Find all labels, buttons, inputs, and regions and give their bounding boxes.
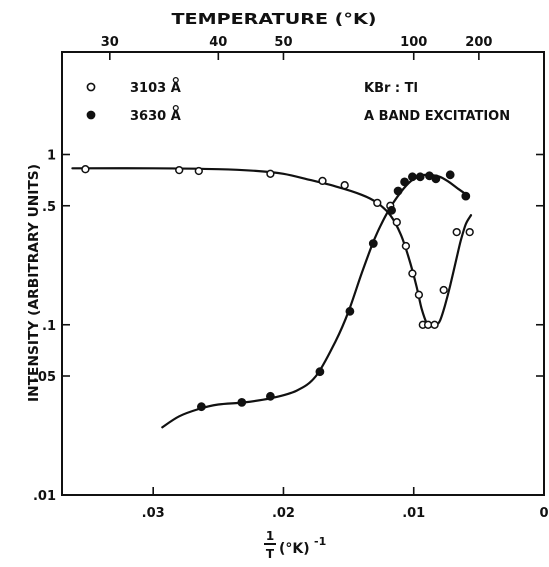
plot-frame [61, 51, 545, 496]
y-tick-label: .5 [42, 200, 56, 215]
data-point-filled [237, 398, 247, 407]
x-tick-label-bottom: .03 [142, 506, 165, 521]
annotation-kbr-tl: KBr : Tl [364, 81, 418, 96]
data-point-filled [445, 170, 455, 180]
data-point-filled [393, 186, 403, 196]
data-point-filled [408, 172, 417, 182]
x-tick-label-bottom: .02 [272, 506, 295, 521]
series-curve-1 [71, 167, 473, 328]
x-tick-label-top: 50 [274, 35, 292, 50]
data-point-filled [266, 391, 275, 401]
data-point-open [401, 241, 411, 251]
data-point-open [439, 285, 448, 295]
data-point-filled [461, 191, 471, 201]
data-point-open [392, 218, 401, 227]
x-tick-label-top: 40 [209, 35, 227, 50]
data-point-filled [315, 367, 325, 377]
data-point-open [318, 176, 327, 186]
x-tick-label-top: 30 [101, 35, 119, 50]
data-point-filled [415, 172, 425, 182]
data-point-open [414, 290, 424, 299]
y-tick-label: .1 [42, 319, 56, 334]
data-point-open [465, 227, 474, 237]
data-point-filled [368, 239, 378, 248]
angstrom-ring [172, 104, 179, 112]
curves-layer [71, 167, 473, 429]
y-axis-title: INTENSITY (ARBITRARY UNITS) [27, 164, 42, 402]
legend: 3103 A 3630 A [86, 76, 181, 124]
y-tick-label: 1 [47, 149, 56, 164]
legend-marker-open-circle [86, 82, 96, 92]
data-point-filled [196, 402, 206, 412]
data-point-open [81, 165, 90, 174]
data-point-open [340, 181, 349, 190]
x-axis-title-bottom: 1 T (°K) -1 [264, 529, 326, 561]
data-point-filled [345, 306, 355, 316]
data-point-open [408, 269, 417, 278]
data-point-open [373, 198, 382, 208]
data-point-open [266, 169, 275, 178]
x-axis-title-unit: (°K) [279, 541, 310, 557]
series-curve-2 [161, 173, 470, 429]
legend-label-3103: 3103 A [130, 81, 181, 96]
data-point-open [194, 166, 203, 176]
x-axis-title-exponent: -1 [314, 535, 326, 548]
ticks-layer: .03 .02 .01 0 30 40 50 100 200 1 .5 .1 .05 .01 [33, 35, 549, 521]
top-axis-title: TEMPERATURE (°K) [172, 10, 377, 28]
x-axis-title-numerator: 1 [266, 529, 274, 543]
data-point-open [175, 165, 184, 175]
legend-marker-filled-circle [86, 110, 96, 120]
x-tick-label-bottom: .01 [402, 506, 425, 521]
data-point-filled [431, 174, 441, 184]
data-point-filled [387, 205, 397, 215]
data-point-open [430, 320, 439, 329]
annotation-a-band-excitation: A BAND EXCITATION [364, 109, 510, 124]
angstrom-ring [172, 76, 179, 84]
data-point-filled [400, 177, 410, 187]
x-tick-label-bottom: 0 [539, 506, 548, 521]
y-tick-label: .05 [33, 370, 56, 385]
legend-label-3630: 3630 A [130, 109, 181, 124]
x-axis-title-denominator: T [266, 547, 275, 561]
x-tick-label-top: 100 [400, 35, 427, 50]
points-layer [81, 165, 474, 412]
x-tick-label-top: 200 [465, 35, 492, 50]
data-point-open [452, 227, 461, 237]
y-tick-label: .01 [33, 489, 56, 504]
